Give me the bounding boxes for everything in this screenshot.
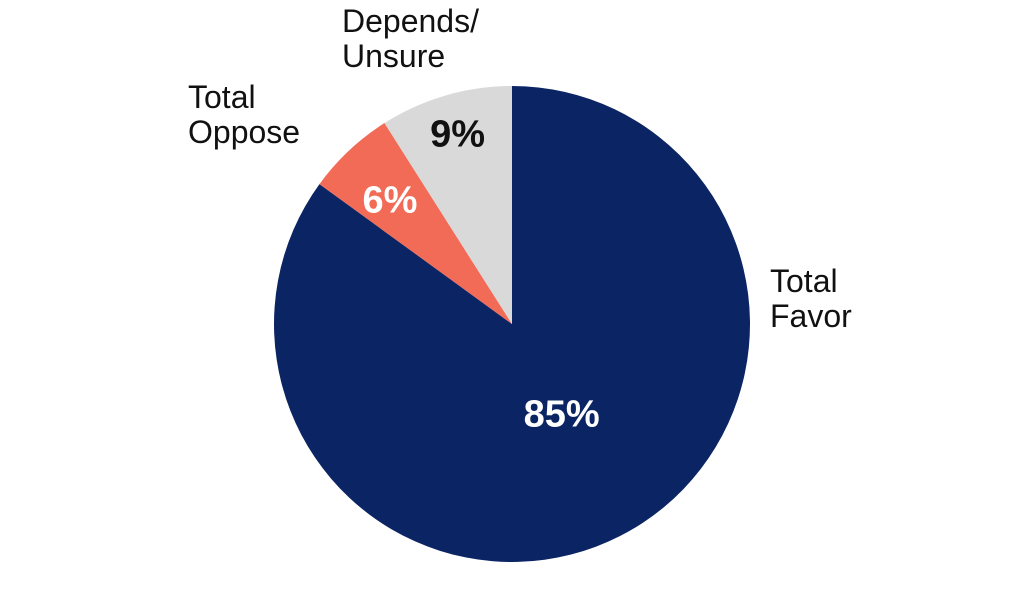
pie-slice-total-oppose	[319, 123, 512, 324]
pie-value-labels: 85% 6% 9%	[362, 114, 599, 436]
pie-category-label-line: Total	[770, 263, 838, 299]
pie-category-label: Total Favor	[770, 263, 852, 334]
pie-category-label-line: Oppose	[188, 114, 300, 150]
pie-category-label-line: Depends/	[342, 3, 479, 39]
pie-value-label: 85%	[524, 394, 600, 436]
pie-category-label-line: Total	[188, 79, 256, 115]
pie-value-label: 6%	[362, 180, 417, 222]
pie-category-label-line: Unsure	[342, 38, 445, 74]
pie-slice-depends-unsure	[384, 86, 512, 324]
pie-slices	[273, 86, 750, 563]
pie-value-label: 9%	[430, 114, 485, 156]
pie-slice-total-favor	[273, 86, 750, 563]
pie-category-label: Depends/Unsure	[342, 3, 479, 74]
pie-category-label: Total Oppose	[188, 79, 300, 150]
pie-category-label-line: Favor	[770, 298, 852, 334]
